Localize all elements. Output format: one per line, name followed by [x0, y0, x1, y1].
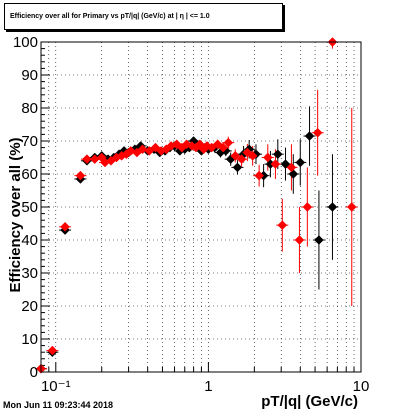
axis-ticks — [41, 41, 362, 373]
x-tick-label: 1 — [204, 378, 212, 395]
chart-title-box: Efficiency over all for Primary vs pT/|q… — [4, 3, 283, 30]
data-marker — [75, 170, 86, 181]
data-marker — [47, 345, 58, 356]
y-tick-label: 0 — [30, 364, 38, 381]
data-marker — [254, 170, 264, 181]
tick-labels: 0 10 20 30 40 50 60 70 80 90 100 10⁻¹ 1 10 — [13, 34, 369, 395]
y-tick-label: 60 — [21, 166, 38, 183]
data-marker — [304, 131, 315, 141]
timestamp-footer: Mon Jun 11 09:23:44 2018 — [3, 400, 114, 410]
y-tick-label: 90 — [21, 67, 38, 84]
data-marker — [327, 202, 338, 212]
data-marker — [232, 162, 243, 173]
x-tick-label: 10⁻¹ — [41, 378, 71, 395]
y-tick-label: 40 — [21, 232, 38, 249]
data-marker — [230, 150, 241, 161]
y-tick-label: 70 — [21, 133, 38, 150]
data-marker — [295, 157, 306, 168]
data-marker — [312, 127, 323, 138]
y-axis-label: Efficiency over all (%) — [7, 137, 24, 292]
data-marker — [346, 202, 357, 212]
y-tick-label: 80 — [21, 100, 38, 117]
y-tick-label: 50 — [21, 199, 38, 216]
data-marker — [294, 235, 305, 245]
data-marker — [302, 202, 313, 212]
data-marker — [137, 144, 148, 155]
plot-frame — [40, 41, 362, 373]
data-marker — [286, 162, 297, 173]
data-marker — [82, 154, 92, 165]
x-axis-label: pT/|q| (GeV/c) — [261, 393, 358, 410]
data-marker — [314, 235, 324, 245]
data-marker — [270, 159, 281, 169]
data-marker — [60, 221, 70, 232]
data-marker — [223, 137, 234, 148]
data-marker — [236, 154, 247, 165]
y-tick-label: 10 — [21, 331, 38, 348]
chart-title: Efficiency over all for Primary vs pT/|q… — [10, 13, 210, 20]
y-tick-label: 30 — [21, 265, 38, 282]
data-marker — [262, 152, 273, 163]
data-marker — [247, 150, 258, 161]
data-points — [36, 37, 357, 374]
y-tick-label: 100 — [13, 34, 38, 51]
data-marker — [277, 220, 288, 231]
x-tick-label: 10 — [353, 378, 370, 395]
data-marker — [144, 146, 155, 156]
data-marker — [272, 149, 283, 160]
y-tick-label: 20 — [21, 298, 38, 315]
data-marker — [218, 142, 229, 153]
